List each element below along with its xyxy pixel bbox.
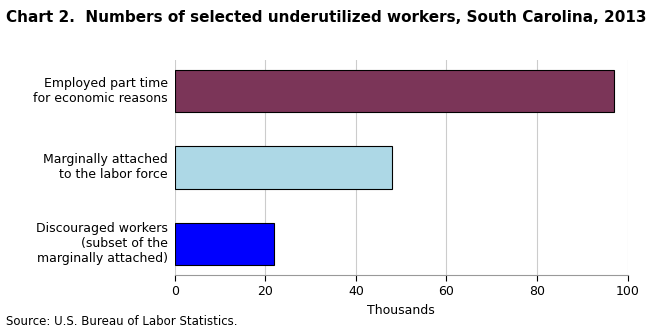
Bar [175,223,274,265]
Text: Chart 2.  Numbers of selected underutilized workers, South Carolina, 2013  annua: Chart 2. Numbers of selected underutiliz… [6,10,647,25]
Text: Source: U.S. Bureau of Labor Statistics.: Source: U.S. Bureau of Labor Statistics. [6,315,238,328]
X-axis label: Thousands: Thousands [367,304,435,317]
Bar [175,70,614,112]
Bar [175,146,392,189]
